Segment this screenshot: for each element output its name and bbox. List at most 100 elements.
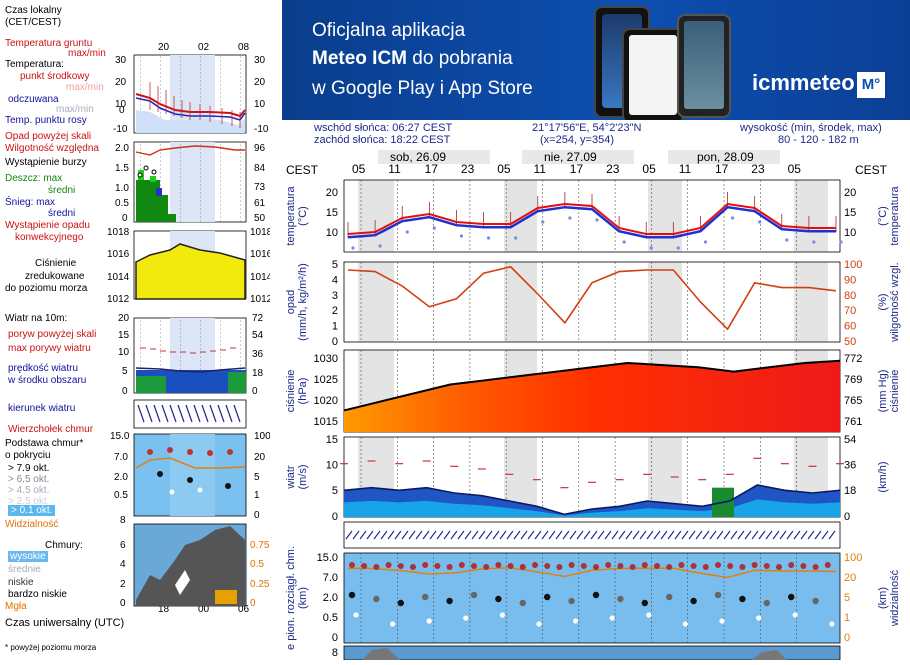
mini-left-tick: 20 bbox=[118, 313, 130, 324]
cloud-base-dot-low bbox=[792, 612, 798, 618]
mini-right-tick: 5 bbox=[254, 472, 260, 483]
visibility-line bbox=[347, 566, 837, 579]
wind-direction-arrow bbox=[534, 530, 542, 540]
visibility-tick-right: 5 bbox=[844, 592, 850, 604]
wind-direction-arrow bbox=[408, 530, 416, 540]
cloud-base-dot bbox=[641, 599, 648, 607]
day-label-1: sob, 26.09 bbox=[390, 150, 447, 164]
mini-right-tick: 0 bbox=[254, 510, 260, 521]
wind-direction-arrow bbox=[583, 530, 591, 540]
legend-mid-point: punkt środkowy bbox=[20, 71, 90, 82]
dew-point-dot bbox=[622, 240, 626, 244]
mini-left-tick: 0 bbox=[122, 213, 128, 224]
pressure-tick-left: 1020 bbox=[314, 395, 338, 407]
legend-conv: Wystąpienie opadu bbox=[5, 220, 90, 231]
mini-left-tick: 8 bbox=[120, 515, 126, 526]
mini-left-tick: 7.0 bbox=[114, 452, 128, 463]
wind-direction-arrow bbox=[548, 530, 556, 540]
location-info: wschód słońca: 06:27 CEST zachód słońca:… bbox=[282, 120, 910, 150]
dew-point-dot bbox=[378, 244, 382, 248]
mini-left-tick: 0.5 bbox=[115, 198, 129, 209]
day-header-band bbox=[522, 150, 634, 164]
prec-tick-left: 1 bbox=[332, 321, 338, 333]
mini-left-tick: 15 bbox=[118, 330, 130, 341]
mini-hour-top-3: 08 bbox=[238, 42, 250, 53]
mini-left-tick: 2 bbox=[120, 579, 126, 590]
wind-line bbox=[343, 484, 841, 516]
legend-humidity: Wilgotność względna bbox=[5, 143, 99, 154]
wind-direction-arrow bbox=[513, 530, 521, 540]
cloud-top-dot bbox=[349, 562, 355, 568]
mini-left-tick: 1018 bbox=[107, 227, 130, 238]
legend-rain-mid: średni bbox=[48, 185, 76, 196]
mini-right-tick: -10 bbox=[254, 124, 269, 135]
wind-direction-arrow bbox=[695, 530, 703, 540]
dew-point-dot bbox=[568, 216, 572, 220]
cloud-base-dot bbox=[666, 593, 673, 601]
cloud-tick-left: 2.0 bbox=[323, 592, 338, 604]
mini-right-tick: 36 bbox=[252, 349, 264, 360]
mini-right-tick: 1018 bbox=[250, 227, 270, 238]
night-band bbox=[648, 262, 682, 342]
cloud-top-dot bbox=[617, 563, 624, 569]
sunset-text: zachód słońca: 18:22 CEST bbox=[314, 134, 451, 146]
cloud-top-dot bbox=[690, 563, 697, 569]
cloud-top-dot bbox=[507, 563, 514, 569]
app-promo-banner[interactable]: Oficjalna aplikacja Meteo ICM do pobrani… bbox=[282, 0, 910, 120]
mini-right-tick: 1 bbox=[254, 490, 260, 501]
dew-point-dot bbox=[839, 240, 843, 244]
wind-direction-arrow bbox=[450, 530, 458, 540]
legend-cloud-base: Podstawa chmur* bbox=[5, 438, 84, 449]
night-band bbox=[794, 180, 828, 252]
wind-direction-arrow bbox=[716, 530, 724, 540]
dew-point-dot bbox=[351, 246, 355, 250]
cloud-base-dot bbox=[690, 597, 697, 605]
cloud-top-dot bbox=[605, 562, 612, 568]
mini-right-tick: 84 bbox=[254, 163, 266, 174]
mini-right-tick: 61 bbox=[254, 198, 266, 209]
cloud-base-dot bbox=[373, 595, 380, 603]
hour-tick-label: 05 bbox=[642, 162, 656, 176]
wind-direction-arrow bbox=[758, 530, 766, 540]
humidity-tick-right: 90 bbox=[844, 274, 856, 286]
mini-left-tick: 5 bbox=[122, 366, 128, 377]
wind-direction-arrow bbox=[793, 530, 801, 540]
legend-rain-max: Deszcz: max bbox=[5, 173, 63, 184]
temp-mid-line bbox=[347, 202, 836, 235]
mini-right-tick: 50 bbox=[254, 213, 266, 224]
wind-direction-arrow bbox=[611, 530, 619, 540]
legend-wind-speed: prędkość wiatru bbox=[8, 363, 79, 374]
cloud-base-dot bbox=[739, 595, 746, 603]
hour-tick-label: 17 bbox=[424, 162, 438, 176]
tz-label-left: CEST bbox=[286, 163, 319, 177]
wind-direction-arrow bbox=[478, 530, 486, 540]
cloud-top-dot bbox=[458, 562, 465, 568]
legend-clouds: Chmury: bbox=[45, 540, 83, 551]
wind-direction-arrow bbox=[422, 530, 430, 540]
cloud-base-dot bbox=[422, 593, 429, 601]
axis-label-cloud-extra: e pion. rozciągł. chm. bbox=[285, 546, 297, 650]
cloud-base-dot-low bbox=[756, 615, 762, 621]
axis-label-temp-right: temperatura bbox=[889, 185, 901, 245]
cloud-top-dot bbox=[776, 564, 782, 570]
banner-brand: Meteo ICM bbox=[312, 48, 407, 69]
wind-direction-arrow bbox=[674, 530, 682, 540]
grid-text: (x=254, y=354) bbox=[540, 134, 614, 146]
mini-right-tick: 96 bbox=[254, 143, 266, 154]
panel-cloud bbox=[343, 552, 841, 644]
temp-tick-left: 15 bbox=[326, 207, 338, 219]
legend-visibility: Widzialność bbox=[5, 519, 59, 530]
legend-feels-maxmin: max/min bbox=[56, 104, 94, 115]
cloud-top-dot bbox=[629, 564, 636, 570]
mini-left-tick: 1.0 bbox=[115, 183, 129, 194]
dew-point-dot bbox=[812, 240, 816, 244]
legend-time-local-zone: (CET/CEST) bbox=[5, 17, 62, 28]
legend-pressure3: do poziomu morza bbox=[5, 283, 88, 294]
mini-hour-bottom-3: 06 bbox=[238, 604, 250, 615]
temp-tick-left: 10 bbox=[326, 227, 338, 239]
humidity-tick-right: 100 bbox=[844, 259, 862, 271]
mini-hour-top-1: 20 bbox=[158, 42, 170, 53]
dew-point-dot bbox=[785, 238, 789, 242]
temp-tick-right: 20 bbox=[844, 187, 856, 199]
mini-left-tick: 10 bbox=[115, 99, 127, 110]
